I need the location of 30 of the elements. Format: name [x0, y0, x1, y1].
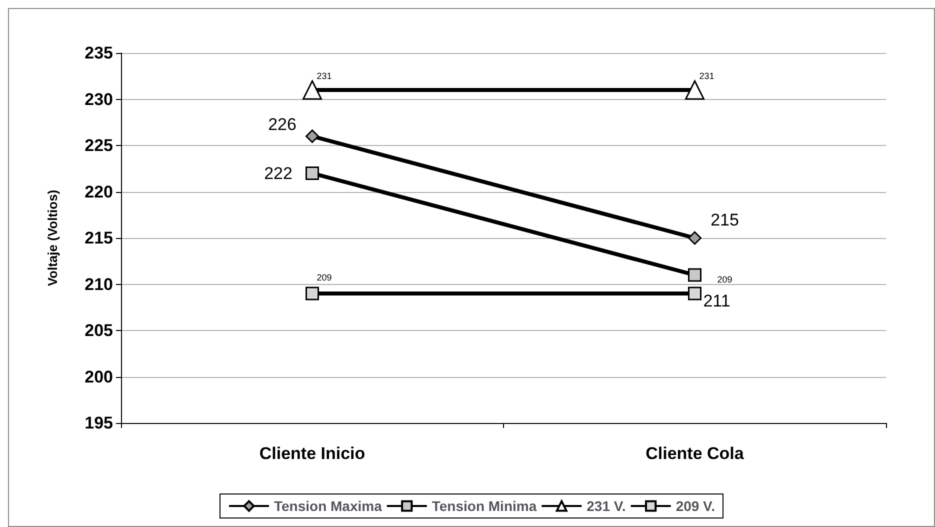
data-label: 215	[710, 210, 739, 230]
data-label: 231	[316, 71, 332, 81]
point	[306, 286, 319, 300]
y-tick-label: 220	[84, 182, 113, 202]
legend-label: Tension Maxima	[274, 498, 382, 514]
y-tick-label: 225	[84, 136, 113, 155]
legend-label: 231 V.	[586, 498, 626, 514]
y-tick-label: 210	[84, 274, 113, 294]
data-label: 209	[717, 274, 732, 284]
data-label: 226	[268, 114, 296, 134]
x-tick-label: Cliente Cola	[646, 444, 744, 463]
data-label: 209	[316, 272, 332, 282]
legend-label: 209 V.	[676, 498, 716, 514]
data-label: 231	[699, 71, 714, 81]
y-tick-label: 215	[84, 228, 113, 248]
legend-label: Tension Minima	[432, 498, 537, 514]
y-tick-label: 195	[84, 414, 113, 432]
point	[306, 166, 319, 180]
y-tick-label: 205	[84, 321, 113, 340]
y-axis-title: Voltaje (Voltios)	[45, 190, 60, 286]
point	[688, 231, 702, 245]
y-tick-label: 230	[84, 90, 113, 109]
data-label: 222	[264, 164, 292, 183]
x-tick-label: Cliente Inicio	[259, 444, 366, 463]
y-tick-label: 235	[84, 44, 113, 62]
data-label: 211	[703, 292, 730, 310]
point	[688, 286, 702, 300]
point	[688, 268, 702, 282]
point	[306, 130, 319, 143]
y-tick-label: 200	[84, 367, 113, 386]
